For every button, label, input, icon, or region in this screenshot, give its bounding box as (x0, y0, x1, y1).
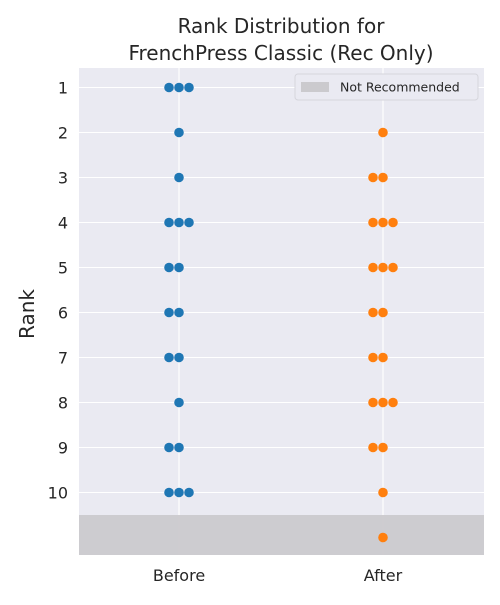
data-point-after (378, 128, 388, 138)
plot-background (79, 68, 484, 555)
data-point-before (164, 308, 174, 318)
data-point-after (388, 218, 398, 228)
data-point-after (368, 308, 378, 318)
data-point-before (174, 218, 184, 228)
x-tick-label: Before (153, 566, 205, 585)
y-tick-label: 7 (58, 349, 68, 368)
data-point-before (164, 263, 174, 273)
data-point-before (174, 83, 184, 93)
legend-label-not-recommended: Not Recommended (340, 80, 460, 95)
data-point-after (378, 173, 388, 183)
data-point-after (378, 308, 388, 318)
chart-title-line-2: FrenchPress Classic (Rec Only) (128, 41, 433, 65)
data-point-after (378, 398, 388, 408)
y-tick-label: 5 (58, 259, 68, 278)
y-tick-labels: 1 2 3 4 5 6 7 8 9 10 (48, 79, 68, 503)
y-tick-label: 10 (48, 484, 68, 503)
data-point-after (368, 398, 378, 408)
data-point-after (378, 353, 388, 363)
data-point-before (164, 443, 174, 453)
y-tick-label: 1 (58, 79, 68, 98)
data-point-after (388, 398, 398, 408)
chart-title-line-1: Rank Distribution for (178, 14, 386, 38)
legend-swatch-not-recommended (301, 82, 329, 92)
data-point-before (184, 218, 194, 228)
data-point-after (378, 533, 388, 543)
data-point-before (174, 263, 184, 273)
y-tick-label: 4 (58, 214, 68, 233)
y-tick-label: 3 (58, 169, 68, 188)
data-point-before (174, 308, 184, 318)
y-tick-label: 8 (58, 394, 68, 413)
data-point-before (164, 488, 174, 498)
y-tick-label: 2 (58, 124, 68, 143)
data-point-after (368, 353, 378, 363)
data-point-after (368, 263, 378, 273)
data-point-after (378, 443, 388, 453)
data-point-before (174, 443, 184, 453)
data-point-before (174, 128, 184, 138)
not-recommended-band (79, 515, 484, 555)
y-tick-label: 9 (58, 439, 68, 458)
data-point-after (388, 263, 398, 273)
data-point-before (174, 353, 184, 363)
legend: Not Recommended (295, 74, 478, 100)
data-point-before (164, 83, 174, 93)
data-point-before (174, 173, 184, 183)
data-point-before (164, 218, 174, 228)
data-point-after (378, 263, 388, 273)
data-point-after (368, 173, 378, 183)
data-point-after (378, 488, 388, 498)
data-point-before (164, 353, 174, 363)
data-point-after (378, 218, 388, 228)
data-point-before (184, 488, 194, 498)
data-point-before (174, 488, 184, 498)
data-point-before (174, 398, 184, 408)
data-point-before (184, 83, 194, 93)
data-point-after (368, 218, 378, 228)
x-tick-labels: Before After (153, 566, 403, 585)
x-tick-label: After (364, 566, 403, 585)
y-axis-label: Rank (15, 289, 39, 339)
y-tick-label: 6 (58, 304, 68, 323)
data-point-after (368, 443, 378, 453)
